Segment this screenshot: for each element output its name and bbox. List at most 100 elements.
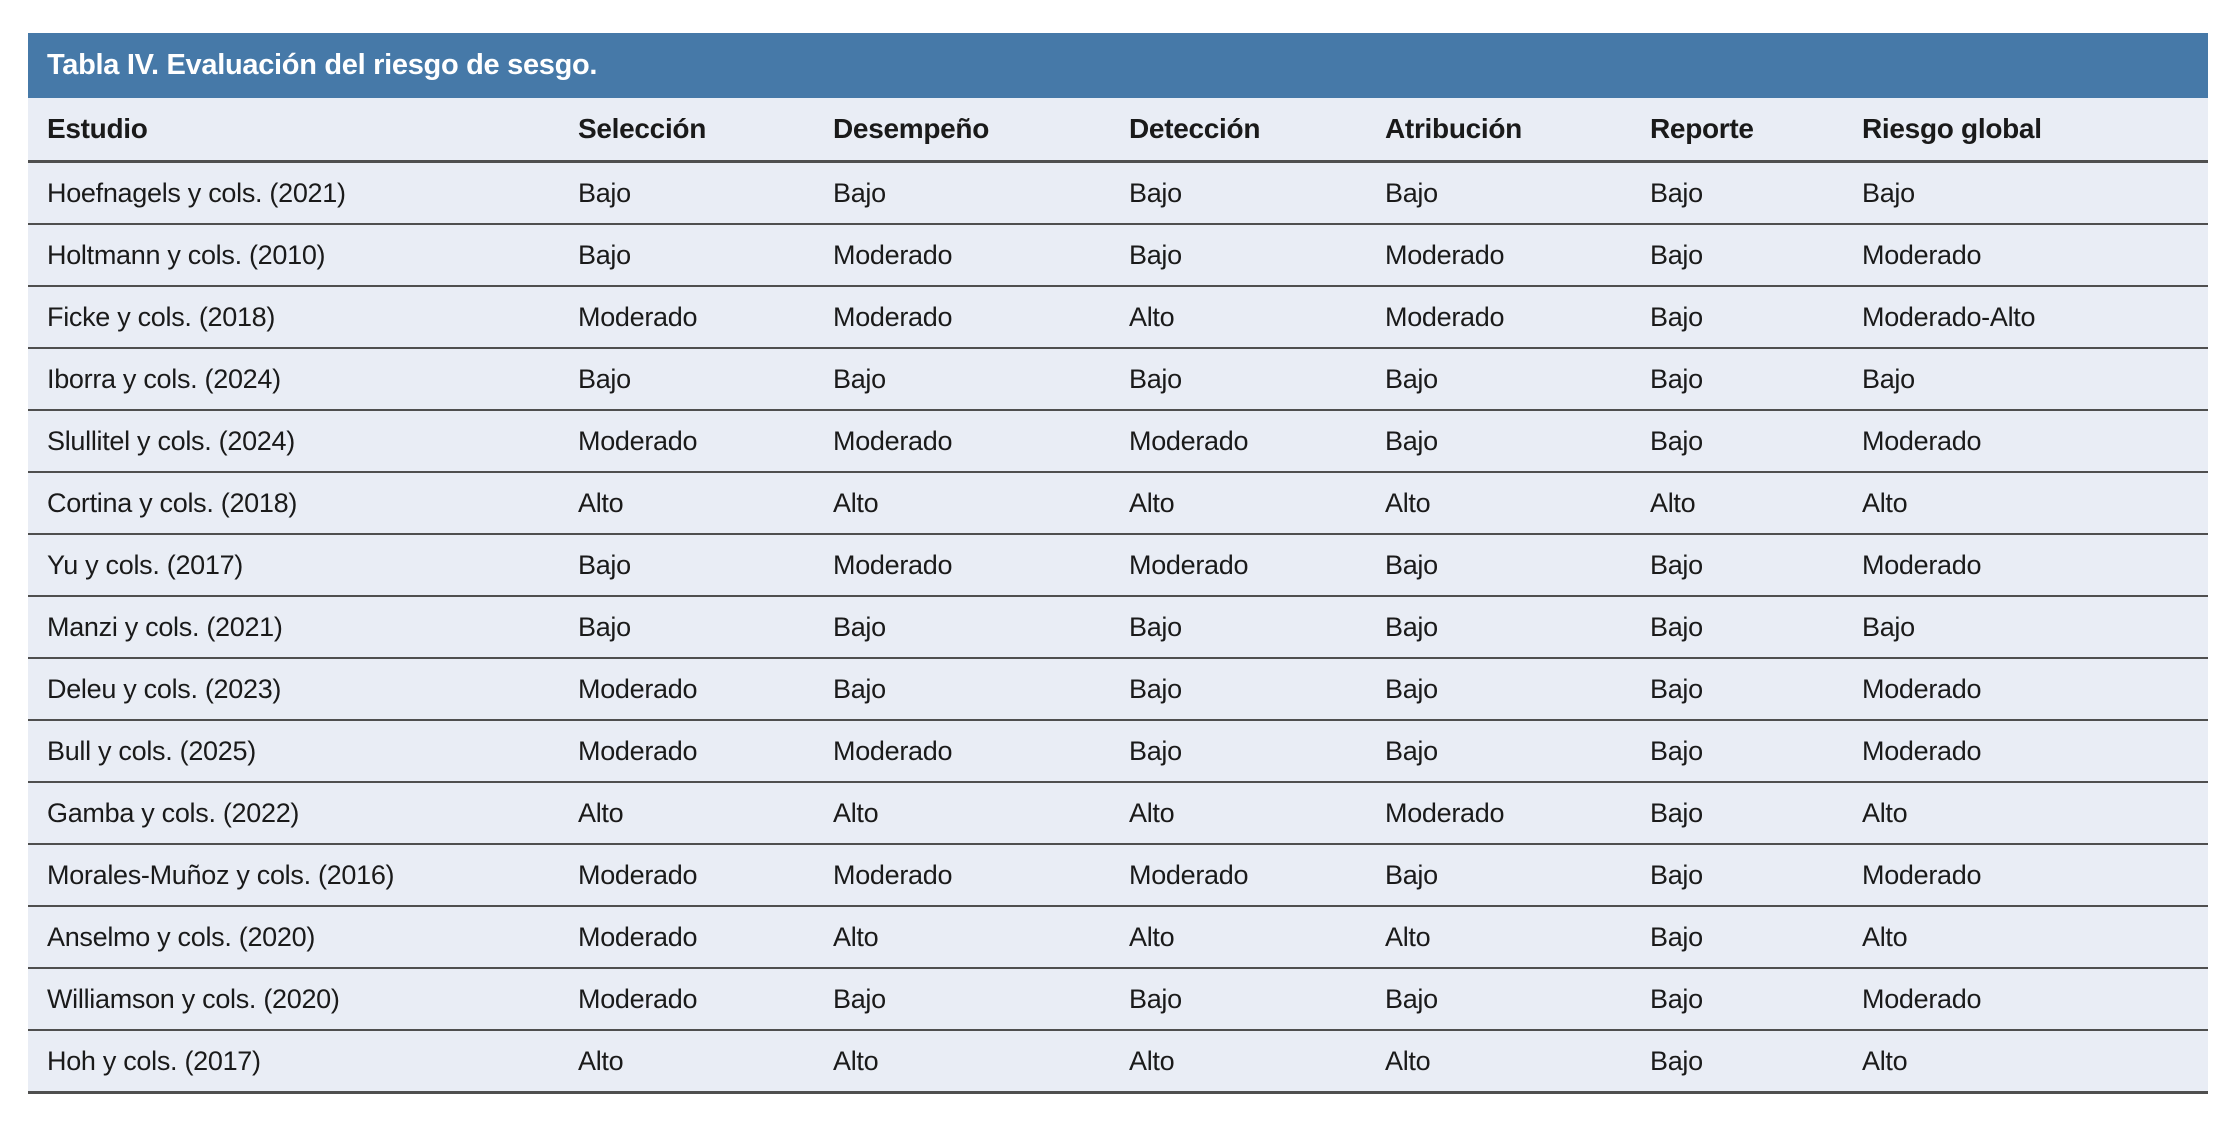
cell-atribucion: Bajo [1385,968,1650,1031]
cell-atribucion: Bajo [1385,534,1650,597]
cell-estudio: Hoh y cols. (2017) [28,1030,578,1094]
cell-estudio: Manzi y cols. (2021) [28,596,578,659]
header-row: Estudio Selección Desempeño Detección At… [28,98,2208,163]
risk-of-bias-table: Tabla IV. Evaluación del riesgo de sesgo… [28,33,2208,1094]
cell-seleccion: Alto [578,1030,833,1094]
cell-atribucion: Bajo [1385,410,1650,473]
column-header-deteccion: Detección [1129,98,1385,163]
cell-desempeno: Bajo [833,161,1129,225]
cell-atribucion: Moderado [1385,782,1650,845]
cell-riesgo-global: Moderado-Alto [1862,286,2208,349]
cell-reporte: Bajo [1650,720,1862,783]
cell-estudio: Slullitel y cols. (2024) [28,410,578,473]
cell-riesgo-global: Alto [1862,472,2208,535]
cell-reporte: Bajo [1650,534,1862,597]
cell-estudio: Ficke y cols. (2018) [28,286,578,349]
cell-atribucion: Bajo [1385,658,1650,721]
cell-reporte: Alto [1650,472,1862,535]
cell-deteccion: Bajo [1129,224,1385,287]
cell-atribucion: Bajo [1385,720,1650,783]
cell-estudio: Williamson y cols. (2020) [28,968,578,1031]
cell-desempeno: Alto [833,472,1129,535]
cell-desempeno: Alto [833,1030,1129,1094]
table-row: Hoefnagels y cols. (2021) Bajo Bajo Bajo Baj… [28,161,2208,225]
table-row: Iborra y cols. (2024) Bajo Bajo Bajo Bajo Baj… [28,348,2208,411]
cell-desempeno: Moderado [833,410,1129,473]
cell-deteccion: Bajo [1129,596,1385,659]
table-row: Manzi y cols. (2021) Bajo Bajo Bajo Bajo Bajo… [28,596,2208,659]
column-header-seleccion: Selección [578,98,833,163]
table-row: Yu y cols. (2017) Bajo Moderado Moderado Baj… [28,534,2208,597]
table-row: Hoh y cols. (2017) Alto Alto Alto Alto Bajo Al… [28,1030,2208,1094]
cell-estudio: Gamba y cols. (2022) [28,782,578,845]
cell-desempeno: Moderado [833,534,1129,597]
table-row: Holtmann y cols. (2010) Bajo Moderado Bajo M… [28,224,2208,287]
cell-seleccion: Alto [578,782,833,845]
column-header-reporte: Reporte [1650,98,1862,163]
cell-riesgo-global: Moderado [1862,224,2208,287]
cell-reporte: Bajo [1650,906,1862,969]
cell-seleccion: Moderado [578,410,833,473]
cell-deteccion: Bajo [1129,161,1385,225]
cell-desempeno: Moderado [833,286,1129,349]
cell-estudio: Deleu y cols. (2023) [28,658,578,721]
cell-riesgo-global: Alto [1862,782,2208,845]
cell-riesgo-global: Bajo [1862,596,2208,659]
cell-deteccion: Moderado [1129,410,1385,473]
table-row: Slullitel y cols. (2024) Moderado Moderado… [28,410,2208,473]
cell-desempeno: Bajo [833,658,1129,721]
cell-estudio: Holtmann y cols. (2010) [28,224,578,287]
cell-reporte: Bajo [1650,658,1862,721]
table-row: Gamba y cols. (2022) Alto Alto Alto Moderado… [28,782,2208,845]
cell-seleccion: Bajo [578,224,833,287]
cell-desempeno: Bajo [833,348,1129,411]
column-header-estudio: Estudio [28,98,578,163]
cell-seleccion: Bajo [578,596,833,659]
cell-atribucion: Bajo [1385,348,1650,411]
cell-deteccion: Alto [1129,472,1385,535]
cell-riesgo-global: Alto [1862,1030,2208,1094]
table-row: Anselmo y cols. (2020) Moderado Alto Alto Al… [28,906,2208,969]
table-row: Bull y cols. (2025) Moderado Moderado Bajo B… [28,720,2208,783]
cell-deteccion: Alto [1129,286,1385,349]
column-header-desempeno: Desempeño [833,98,1129,163]
cell-desempeno: Alto [833,906,1129,969]
cell-estudio: Cortina y cols. (2018) [28,472,578,535]
cell-seleccion: Bajo [578,161,833,225]
cell-deteccion: Moderado [1129,844,1385,907]
cell-estudio: Iborra y cols. (2024) [28,348,578,411]
cell-estudio: Anselmo y cols. (2020) [28,906,578,969]
cell-desempeno: Bajo [833,596,1129,659]
cell-riesgo-global: Moderado [1862,968,2208,1031]
cell-estudio: Bull y cols. (2025) [28,720,578,783]
cell-desempeno: Moderado [833,720,1129,783]
table-row: Morales-Muñoz y cols. (2016) Moderado Mode… [28,844,2208,907]
cell-desempeno: Moderado [833,224,1129,287]
cell-seleccion: Bajo [578,534,833,597]
cell-atribucion: Moderado [1385,286,1650,349]
cell-deteccion: Alto [1129,782,1385,845]
cell-riesgo-global: Bajo [1862,161,2208,225]
cell-deteccion: Bajo [1129,968,1385,1031]
cell-seleccion: Moderado [578,906,833,969]
column-header-atribucion: Atribución [1385,98,1650,163]
cell-reporte: Bajo [1650,410,1862,473]
cell-deteccion: Alto [1129,1030,1385,1094]
cell-riesgo-global: Moderado [1862,534,2208,597]
cell-atribucion: Bajo [1385,161,1650,225]
cell-atribucion: Bajo [1385,596,1650,659]
cell-deteccion: Bajo [1129,658,1385,721]
cell-seleccion: Moderado [578,844,833,907]
cell-atribucion: Alto [1385,1030,1650,1094]
cell-estudio: Hoefnagels y cols. (2021) [28,161,578,225]
cell-seleccion: Moderado [578,720,833,783]
cell-reporte: Bajo [1650,968,1862,1031]
cell-seleccion: Bajo [578,348,833,411]
risk-table: Estudio Selección Desempeño Detección At… [28,98,2208,1094]
cell-reporte: Bajo [1650,161,1862,225]
cell-seleccion: Moderado [578,968,833,1031]
table-row: Deleu y cols. (2023) Moderado Bajo Bajo Bajo… [28,658,2208,721]
cell-riesgo-global: Moderado [1862,720,2208,783]
cell-atribucion: Alto [1385,472,1650,535]
cell-desempeno: Moderado [833,844,1129,907]
